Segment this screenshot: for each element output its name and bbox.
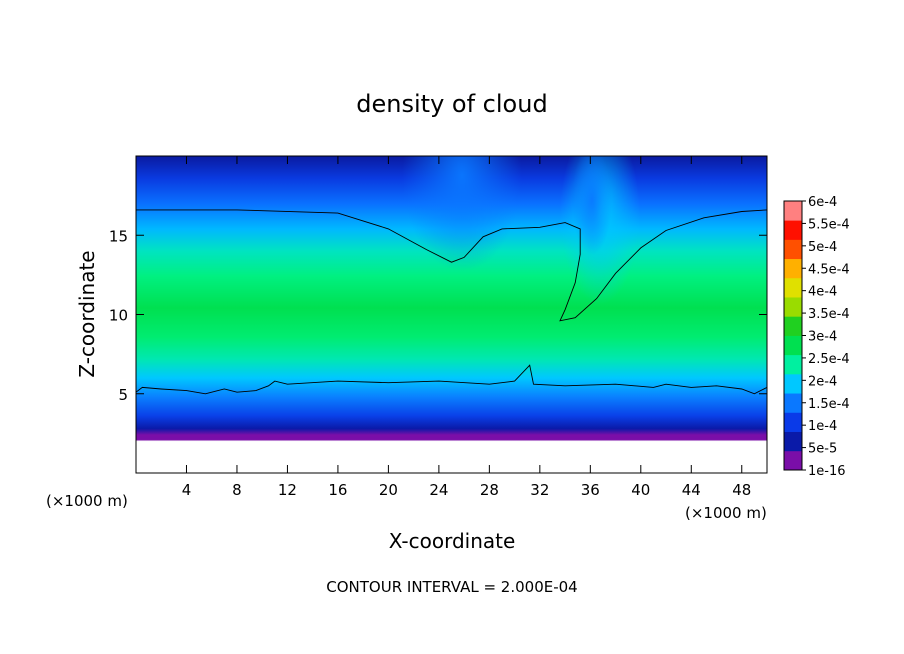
x-tick-label: 36 <box>581 481 600 499</box>
contour-line-lower <box>136 364 767 395</box>
colorbar-label: 4e-4 <box>808 285 837 300</box>
density-dip-left <box>402 156 522 271</box>
colorbar-swatch <box>784 431 802 452</box>
x-tick-label: 8 <box>232 481 242 499</box>
y-tick-label: 5 <box>118 386 128 404</box>
colorbar-label: 6e-4 <box>808 195 837 210</box>
colorbar-label: 2.5e-4 <box>808 352 850 367</box>
colorbar-label: 1e-16 <box>808 464 846 479</box>
colorbar-swatch <box>784 239 802 260</box>
y-axis-label: Z-coordinate <box>75 250 99 377</box>
y-tick-label: 10 <box>109 307 128 325</box>
x-tick-label: 24 <box>429 481 448 499</box>
x-tick-label: 48 <box>732 481 751 499</box>
colorbar-label: 1e-4 <box>808 419 837 434</box>
colorbar-label: 3.5e-4 <box>808 307 850 322</box>
x-axis-label: X-coordinate <box>389 529 516 553</box>
x-tick-label: 12 <box>278 481 297 499</box>
colorbar-swatch <box>784 277 802 298</box>
colorbar-swatch <box>784 258 802 279</box>
colorbar-label: 5.5e-4 <box>808 217 850 232</box>
x-tick-label: 28 <box>480 481 499 499</box>
colorbar-swatch <box>784 297 802 317</box>
x-tick-label: 20 <box>379 481 398 499</box>
colorbar-swatch <box>784 373 802 394</box>
x-tick-label: 44 <box>682 481 701 499</box>
x-axis: 4 8 12 16 20 24 28 32 36 40 44 48 <box>182 156 751 499</box>
colorbar-swatch <box>784 412 802 432</box>
y-axis: 5 10 15 <box>109 227 767 404</box>
colorbar-label: 4.5e-4 <box>808 262 850 277</box>
colorbar-swatch <box>784 354 802 375</box>
colorbar-label: 5e-4 <box>808 240 837 255</box>
contour-line-upper <box>136 209 767 322</box>
colorbar-swatch <box>784 316 802 336</box>
colorbar-label: 2e-4 <box>808 374 837 389</box>
colorbar-swatch <box>784 335 802 356</box>
x-tick-label: 16 <box>328 481 347 499</box>
colorbar-swatch <box>784 450 802 471</box>
colorbar-swatch <box>784 201 802 221</box>
y-tick-label: 15 <box>109 227 128 245</box>
x-tick-label: 4 <box>182 481 192 499</box>
colorbar: 1e-16 5e-5 1e-4 1.5e-4 2e-4 2.5e-4 3e-4 3.5e-4 4… <box>783 195 850 479</box>
x-unit-right: (×1000 m) <box>685 504 767 522</box>
contour-interval: CONTOUR INTERVAL = 2.000E-04 <box>326 578 577 596</box>
colorbar-label: 1.5e-4 <box>808 397 850 412</box>
chart-title: density of cloud <box>356 90 547 118</box>
x-tick-label: 40 <box>631 481 650 499</box>
colorbar-swatch <box>784 220 802 240</box>
x-tick-label: 32 <box>530 481 549 499</box>
colorbar-label: 3e-4 <box>808 330 837 345</box>
colorbar-label: 5e-5 <box>808 442 837 457</box>
colorbar-swatch <box>784 393 802 413</box>
density-dip-right-core <box>572 156 612 255</box>
plot-area <box>136 156 767 473</box>
x-unit-left: (×1000 m) <box>46 492 128 510</box>
